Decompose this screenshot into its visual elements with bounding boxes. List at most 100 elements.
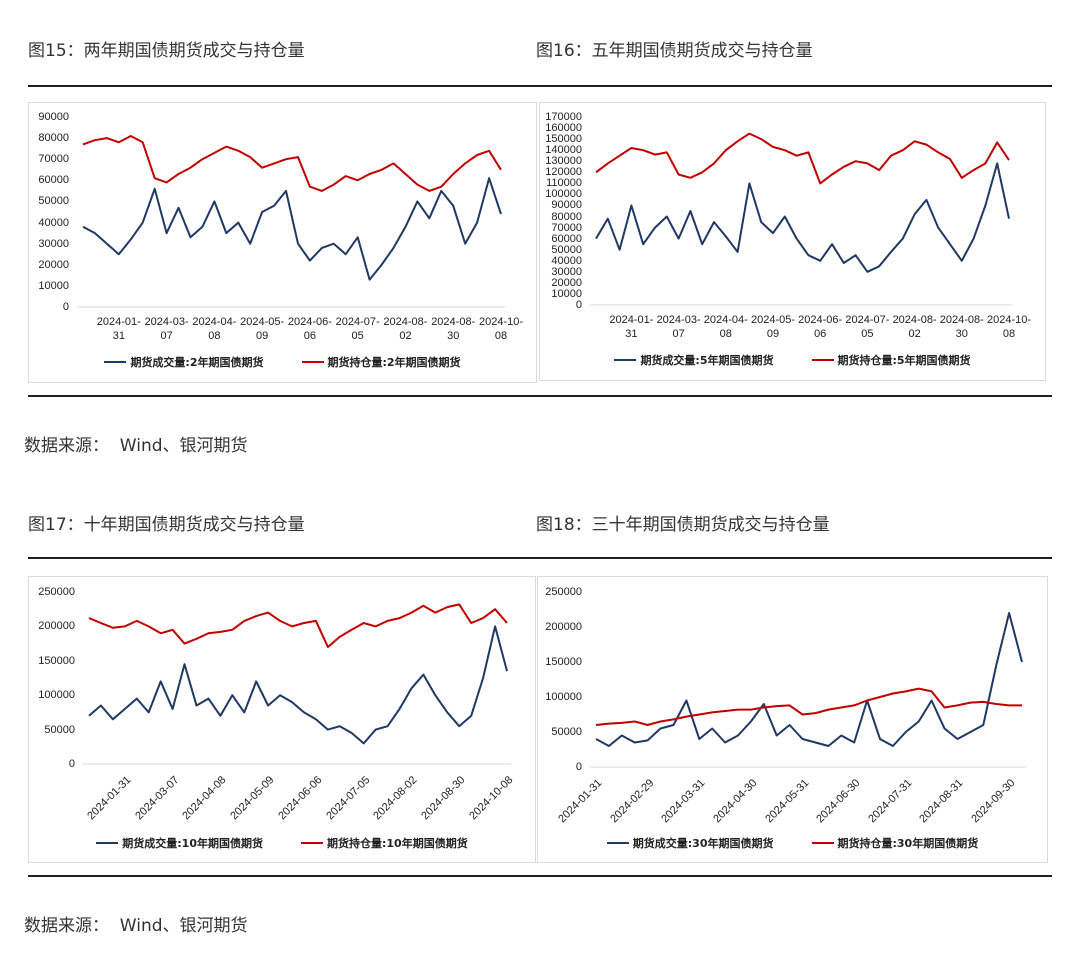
series-line — [595, 687, 1022, 726]
x-tick-label: 2024-05-09 — [750, 314, 796, 340]
y-tick-label: 50000 — [551, 726, 582, 738]
y-tick-label: 50000 — [38, 195, 69, 208]
y-tick-label: 50000 — [44, 723, 75, 736]
y-tick-label: 140000 — [545, 144, 582, 157]
legend-item: 期货持仓量:2年期国债期货 — [301, 354, 461, 370]
legend: 期货成交量:10年期国债期货 期货持仓量:10年期国债期货 — [29, 835, 535, 851]
legend-swatch — [614, 359, 637, 361]
y-tick-label: 30000 — [551, 265, 582, 278]
y-tick-label: 0 — [68, 758, 75, 770]
y-tick-label: 70000 — [551, 221, 582, 234]
y-tick-label: 80000 — [38, 132, 69, 145]
x-tick-label: 2024-10-08 — [478, 316, 524, 342]
series-line — [88, 603, 508, 648]
y-tick-label: 100000 — [545, 188, 582, 201]
y-tick-label: 0 — [62, 301, 69, 313]
legend: 期货成交量:30年期国债期货 期货持仓量:30年期国债期货 — [538, 835, 1047, 851]
x-tick-label: 2024-04-08 — [703, 314, 748, 340]
x-tick-label: 2024-07-05 — [335, 316, 380, 342]
y-tick-label: 150000 — [545, 133, 582, 146]
x-tick-label: 2024-08-30 — [939, 314, 984, 340]
y-tick-label: 70000 — [38, 153, 69, 166]
legend-label: 期货持仓量:10年期国债期货 — [327, 837, 468, 850]
x-tick-label: 2024-08-02 — [892, 314, 937, 340]
x-tick-label: 2024-05-09 — [240, 316, 285, 342]
legend-label: 期货持仓量:2年期国债期货 — [327, 356, 461, 369]
chart: 0 10000 20000 30000 40000 50000 60000 70000 8000… — [28, 102, 537, 383]
legend-label: 期货成交量:5年期国债期货 — [640, 354, 774, 367]
legend-item: 期货成交量:10年期国债期货 — [96, 835, 263, 851]
y-tick-label: 110000 — [546, 177, 582, 190]
chart: 0 10000 20000 30000 40000 50000 60000 70000 8000… — [539, 102, 1046, 381]
y-tick-label: 60000 — [38, 174, 69, 187]
y-tick-label: 0 — [575, 299, 582, 311]
rule — [28, 557, 1052, 559]
y-tick-label: 100000 — [545, 691, 582, 703]
series-line — [595, 132, 1010, 185]
y-tick-label: 60000 — [551, 232, 582, 245]
y-tick-label: 80000 — [551, 210, 582, 223]
y-tick-label: 100000 — [38, 689, 75, 702]
x-tick-label: 2024-01-31 — [96, 316, 141, 342]
y-tick-label: 250000 — [38, 586, 75, 598]
chart: 0 50000 100000 150000 200000 250000 2024-01-31… — [537, 576, 1048, 863]
legend-label: 期货持仓量:30年期国债期货 — [837, 837, 979, 850]
y-tick-label: 40000 — [551, 254, 582, 267]
legend-label: 期货成交量:2年期国债期货 — [130, 356, 264, 369]
series-line — [82, 135, 502, 192]
y-tick-label: 150000 — [38, 654, 75, 667]
legend-label: 期货成交量:10年期国债期货 — [122, 837, 263, 850]
series-line — [82, 177, 502, 281]
plot — [590, 612, 1026, 768]
legend-item: 期货持仓量:5年期国债期货 — [811, 352, 971, 368]
y-tick-label: 250000 — [545, 586, 582, 598]
source-note: 数据来源： Wind、银河期货 — [24, 916, 248, 936]
y-tick-label: 130000 — [545, 155, 582, 168]
series-line — [595, 612, 1023, 747]
legend-swatch — [606, 842, 629, 844]
legend-item: 期货成交量:2年期国债期货 — [104, 354, 264, 370]
plot — [590, 132, 1013, 306]
y-tick-label: 50000 — [551, 243, 582, 256]
y-tick-label: 160000 — [545, 122, 582, 135]
y-tick-label: 20000 — [551, 276, 582, 289]
y-tick-label: 90000 — [38, 111, 69, 123]
legend-swatch — [301, 842, 323, 844]
rule — [28, 85, 1052, 87]
x-tick-label: 2024-04-08 — [192, 316, 237, 342]
y-tick-label: 20000 — [38, 258, 69, 271]
x-tick-label: 2024-03-07 — [144, 316, 189, 342]
y-tick-label: 90000 — [551, 199, 582, 212]
rule — [28, 875, 1052, 877]
figure-caption: 图18：三十年期国债期货成交与持仓量 — [536, 515, 830, 535]
y-tick-label: 150000 — [545, 656, 582, 668]
legend-swatch — [104, 361, 127, 363]
source-note: 数据来源： Wind、银河期货 — [24, 436, 248, 456]
y-tick-label: 30000 — [38, 237, 69, 250]
legend-label: 期货成交量:30年期国债期货 — [632, 837, 774, 850]
y-tick-label: 10000 — [551, 287, 582, 300]
plot — [77, 135, 505, 308]
y-tick-label: 40000 — [38, 216, 69, 229]
x-tick-label: 2024-01-31 — [609, 314, 654, 340]
legend-item: 期货持仓量:30年期国债期货 — [811, 835, 979, 851]
series-line — [595, 162, 1010, 273]
x-tick-label: 2024-03-07 — [656, 314, 701, 340]
legend-swatch — [811, 359, 834, 361]
x-tick-label: 2024-06-06 — [798, 314, 843, 340]
legend-item: 期货成交量:5年期国债期货 — [614, 352, 774, 368]
x-tick-label: 2024-06-06 — [287, 316, 332, 342]
legend: 期货成交量:2年期国债期货 期货持仓量:2年期国债期货 — [29, 354, 536, 370]
x-tick-label: 2024-10-08 — [986, 314, 1032, 340]
legend-label: 期货持仓量:5年期国债期货 — [837, 354, 971, 367]
rule — [28, 395, 1052, 397]
chart: 0 50000 100000 150000 200000 250000 2024-01-31… — [28, 576, 536, 863]
series-line — [88, 625, 508, 745]
legend-swatch — [96, 842, 119, 844]
legend-item: 期货成交量:30年期国债期货 — [606, 835, 774, 851]
y-tick-label: 120000 — [545, 166, 582, 179]
figure-caption: 图16：五年期国债期货成交与持仓量 — [536, 41, 813, 61]
x-tick-label: 2024-07-05 — [845, 314, 890, 340]
figure-caption: 图15：两年期国债期货成交与持仓量 — [28, 41, 305, 61]
